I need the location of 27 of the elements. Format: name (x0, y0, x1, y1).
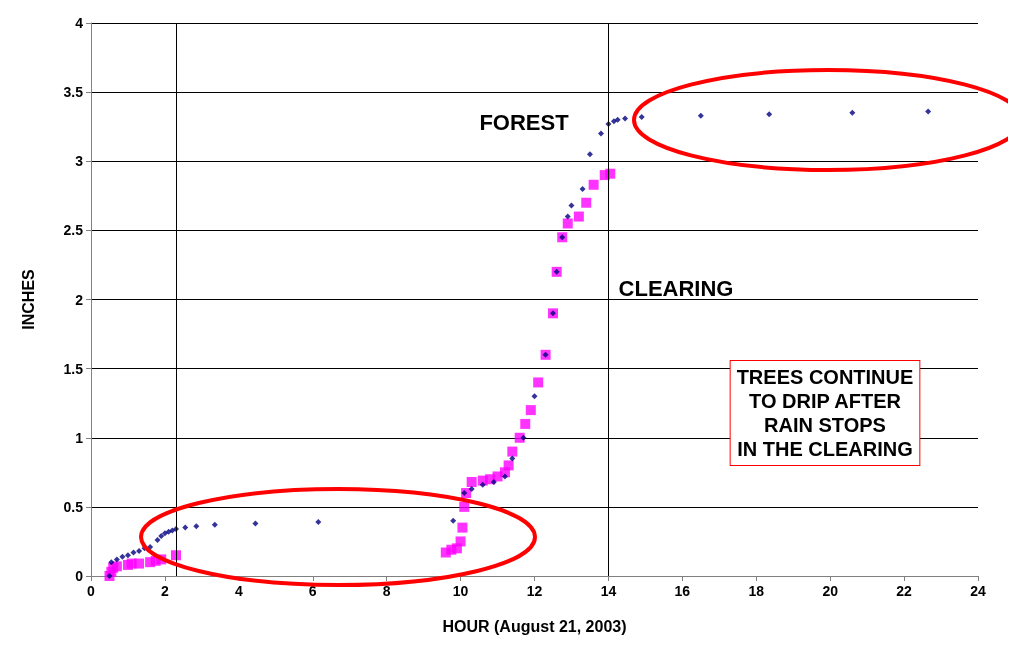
x-axis-title: HOUR (August 21, 2003) (442, 617, 627, 635)
x-tick-label: 4 (234, 583, 243, 599)
text: CLEARING (618, 275, 734, 301)
x-tick-label: 12 (526, 583, 543, 599)
x-tick-label: 14 (600, 583, 617, 599)
x-tick-label: 24 (970, 583, 986, 599)
x-tick-label: 18 (748, 583, 765, 599)
x-tick-label: 8 (382, 583, 391, 599)
x-tick-label: 20 (822, 583, 839, 599)
y-tick-label: 1 (75, 429, 84, 446)
x-tick-label: 10 (452, 583, 469, 599)
y-tick-label: 1.5 (63, 360, 84, 377)
y-axis-title: INCHES (19, 268, 37, 330)
x-tick-label: 16 (674, 583, 691, 599)
y-tick-label: 4 (75, 15, 84, 31)
y-tick-label: 3 (75, 153, 84, 170)
y-tick-label: 0.5 (63, 498, 84, 515)
x-tick-label: 22 (896, 583, 913, 599)
series-label: FOREST (479, 109, 570, 135)
y-tick-label: 2 (75, 291, 84, 308)
x-tick-label: 6 (308, 583, 317, 599)
y-tick-label: 0 (75, 568, 84, 584)
x-tick-label: 0 (87, 583, 96, 599)
x-tick-label: 2 (161, 583, 170, 599)
y-tick-label: 3.5 (63, 84, 84, 101)
y-tick-label: 2.5 (63, 222, 84, 239)
annotation: TREES CONTINUE TO DRIP AFTER RAIN STOPS IN THE CLEARING (736, 366, 914, 460)
